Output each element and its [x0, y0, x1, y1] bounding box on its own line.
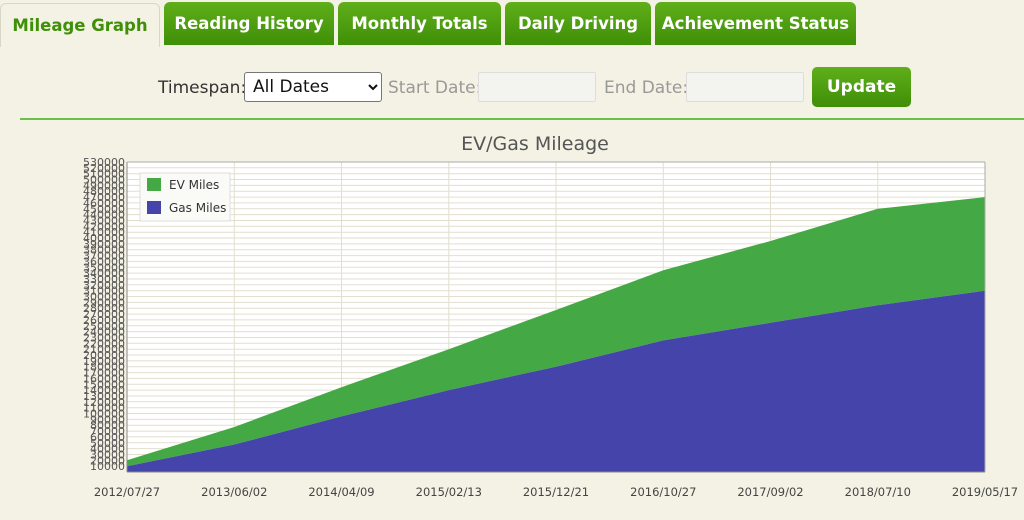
y-tick-label: 260000 — [83, 314, 125, 327]
tab-bar: Mileage Graph Reading History Monthly To… — [0, 0, 1024, 47]
tab-monthly-totals[interactable]: Monthly Totals — [338, 2, 501, 45]
x-tick-label: 2014/04/09 — [308, 485, 374, 499]
y-tick-label: 150000 — [83, 378, 125, 391]
y-tick-label: 340000 — [83, 267, 125, 280]
y-tick-label: 230000 — [83, 332, 125, 345]
axes: 1000020000300004000050000600007000080000… — [83, 156, 1018, 499]
y-tick-label: 160000 — [83, 372, 125, 385]
tab-mileage-graph[interactable]: Mileage Graph — [0, 3, 160, 47]
y-tick-label: 190000 — [83, 355, 125, 368]
y-tick-label: 350000 — [83, 261, 125, 274]
x-tick-label: 2013/06/02 — [201, 485, 267, 499]
y-tick-label: 410000 — [83, 226, 125, 239]
x-tick-label: 2018/07/10 — [845, 485, 911, 499]
area-gas-miles — [127, 290, 985, 472]
y-tick-label: 440000 — [83, 209, 125, 222]
area-ev-miles — [127, 197, 985, 467]
y-tick-label: 170000 — [83, 367, 125, 380]
x-tick-label: 2019/05/17 — [952, 485, 1018, 499]
date-controls: Timespan: All Dates Start Date: End Date… — [0, 60, 1024, 114]
y-tick-label: 40000 — [90, 443, 125, 456]
tab-achievement-status[interactable]: Achievement Status — [655, 2, 856, 45]
x-tick-label: 2012/07/27 — [94, 485, 160, 499]
y-tick-label: 280000 — [83, 302, 125, 315]
y-tick-label: 490000 — [83, 179, 125, 192]
y-tick-label: 390000 — [83, 238, 125, 251]
y-tick-label: 240000 — [83, 326, 125, 339]
end-date-input[interactable] — [686, 72, 804, 102]
y-tick-label: 180000 — [83, 361, 125, 374]
x-tick-label: 2017/09/02 — [737, 485, 803, 499]
y-tick-label: 220000 — [83, 337, 125, 350]
divider — [20, 118, 1024, 120]
x-tick-label: 2015/02/13 — [416, 485, 482, 499]
x-tick-label: 2016/10/27 — [630, 485, 696, 499]
y-tick-label: 360000 — [83, 255, 125, 268]
y-tick-label: 450000 — [83, 203, 125, 216]
y-tick-label: 110000 — [83, 402, 125, 415]
y-tick-label: 80000 — [90, 419, 125, 432]
y-tick-label: 310000 — [83, 285, 125, 298]
start-date-label: Start Date: — [388, 78, 482, 98]
y-tick-label: 10000 — [90, 460, 125, 473]
y-tick-label: 200000 — [83, 349, 125, 362]
y-tick-label: 380000 — [83, 244, 125, 257]
y-tick-label: 140000 — [83, 384, 125, 397]
y-tick-label: 20000 — [90, 454, 125, 467]
legend-label: Gas Miles — [169, 201, 226, 215]
y-tick-label: 500000 — [83, 174, 125, 187]
y-tick-label: 300000 — [83, 291, 125, 304]
y-tick-label: 420000 — [83, 220, 125, 233]
y-tick-label: 50000 — [90, 437, 125, 450]
tab-daily-driving[interactable]: Daily Driving — [505, 2, 651, 45]
y-tick-label: 400000 — [83, 232, 125, 245]
y-tick-label: 100000 — [83, 408, 125, 421]
legend-swatch — [147, 178, 161, 191]
timespan-label: Timespan: — [158, 78, 247, 98]
legend: EV Miles Gas Miles — [139, 172, 231, 222]
y-tick-label: 480000 — [83, 185, 125, 198]
end-date-label: End Date: — [604, 78, 689, 98]
y-tick-label: 130000 — [83, 390, 125, 403]
y-tick-label: 270000 — [83, 308, 125, 321]
y-tick-label: 210000 — [83, 343, 125, 356]
timespan-select[interactable]: All Dates — [244, 72, 382, 102]
x-tick-label: 2015/12/21 — [523, 485, 589, 499]
y-tick-label: 460000 — [83, 197, 125, 210]
y-tick-label: 470000 — [83, 191, 125, 204]
tab-reading-history[interactable]: Reading History — [164, 2, 334, 45]
series-areas — [127, 197, 985, 472]
y-tick-label: 250000 — [83, 320, 125, 333]
update-button[interactable]: Update — [812, 67, 911, 107]
legend-label: EV Miles — [169, 178, 219, 192]
start-date-input[interactable] — [478, 72, 596, 102]
y-tick-label: 290000 — [83, 296, 125, 309]
y-tick-label: 60000 — [90, 431, 125, 444]
y-tick-label: 330000 — [83, 273, 125, 286]
y-tick-label: 320000 — [83, 279, 125, 292]
y-tick-label: 70000 — [90, 425, 125, 438]
y-tick-label: 520000 — [83, 162, 125, 175]
y-tick-label: 30000 — [90, 449, 125, 462]
y-tick-label: 90000 — [90, 413, 125, 426]
y-tick-label: 430000 — [83, 215, 125, 228]
y-tick-label: 370000 — [83, 250, 125, 263]
chart-title: EV/Gas Mileage — [461, 133, 609, 155]
y-tick-label: 120000 — [83, 396, 125, 409]
y-tick-label: 530000 — [83, 156, 125, 169]
y-tick-label: 510000 — [83, 168, 125, 181]
legend-swatch — [147, 201, 161, 214]
